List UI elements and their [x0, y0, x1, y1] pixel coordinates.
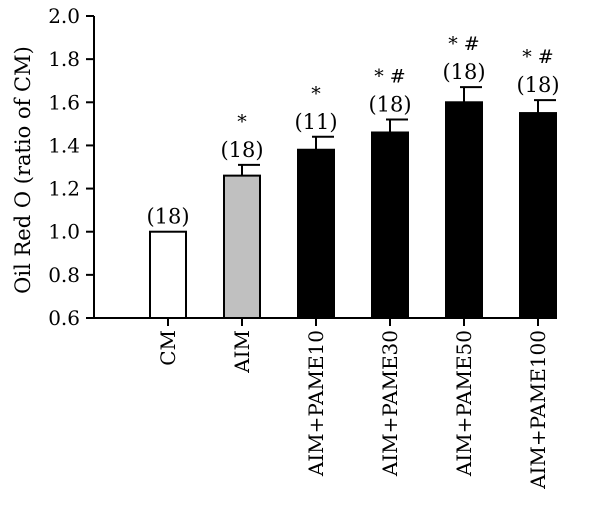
x-tick-label: CM	[156, 330, 180, 366]
sample-size-label: (11)	[294, 110, 337, 134]
y-tick-label: 2.0	[48, 4, 80, 28]
x-tick-label: AIM+PAME10	[304, 330, 328, 477]
bar	[371, 131, 409, 319]
sample-size-label: (18)	[516, 73, 559, 97]
y-tick-label: 1.2	[48, 177, 80, 201]
bar	[445, 101, 483, 319]
bar	[223, 174, 261, 319]
bar	[519, 112, 557, 319]
x-tick-labels: CM AIM AIM+PAME10 AIM+PAME30 AIM+PAME50 AIM+P…	[156, 318, 550, 490]
sample-size-label: (18)	[368, 93, 411, 117]
x-tick-label: AIM+PAME30	[378, 330, 402, 477]
significance-marker: * #	[448, 33, 479, 55]
bars	[149, 86, 557, 319]
bar-annotations: (18) (18) * (11) * (18) * # (18) * # (18) * #	[146, 33, 559, 229]
y-ticks: 0.6 0.8 1.0 1.2 1.4 1.6 1.8 2.0	[48, 4, 94, 330]
significance-marker: * #	[522, 46, 553, 68]
y-tick-label: 1.6	[48, 90, 80, 114]
y-tick-label: 1.0	[48, 220, 80, 244]
sample-size-label: (18)	[146, 205, 189, 229]
significance-marker: *	[311, 83, 321, 105]
sample-size-label: (18)	[442, 60, 485, 84]
significance-marker: * #	[374, 66, 405, 88]
sample-size-label: (18)	[220, 138, 263, 162]
significance-marker: *	[237, 111, 247, 133]
y-tick-label: 0.8	[48, 263, 80, 287]
bar	[149, 230, 187, 319]
bar	[297, 148, 335, 319]
y-tick-label: 1.8	[48, 47, 80, 71]
y-tick-label: 1.4	[48, 133, 80, 157]
x-tick-label: AIM+PAME50	[452, 330, 476, 477]
x-tick-label: AIM+PAME100	[526, 330, 550, 490]
y-axis-label: Oil Red O (ratio of CM)	[11, 46, 35, 294]
x-tick-label: AIM	[230, 330, 254, 374]
y-tick-label: 0.6	[48, 306, 80, 330]
